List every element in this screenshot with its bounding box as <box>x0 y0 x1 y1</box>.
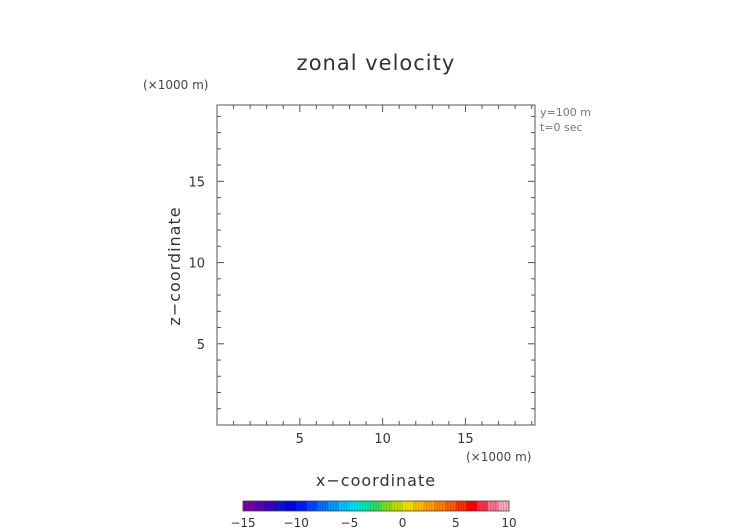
x-tick-label: 5 <box>296 432 304 447</box>
colorbar-tick-label: −10 <box>284 516 309 530</box>
colorbar-frame <box>242 500 510 512</box>
colorbar-swatch <box>381 501 393 511</box>
colorbar-swatch <box>370 501 382 511</box>
colorbar-tick-label: 10 <box>501 516 516 530</box>
colorbar-tick-label: 0 <box>399 516 407 530</box>
colorbar-swatch <box>391 501 403 511</box>
colorbar-swatch <box>296 501 308 511</box>
y-tick-label: 5 <box>197 338 205 353</box>
annotation-y-level: y=100 m <box>540 106 591 119</box>
x-tick-label: 15 <box>457 432 474 447</box>
colorbar-swatch <box>498 501 510 511</box>
colorbar-swatch <box>328 501 340 511</box>
plot-area <box>216 104 536 426</box>
colorbar-swatch <box>349 501 361 511</box>
colorbar-swatch <box>413 501 425 511</box>
colorbar-swatch <box>477 501 489 511</box>
y-axis-unit: (×1000 m) <box>143 78 208 92</box>
y-axis-label: z−coordinate <box>165 206 184 325</box>
colorbar-swatch <box>306 501 318 511</box>
colorbar-swatch <box>423 501 435 511</box>
x-tick-label: 10 <box>374 432 391 447</box>
colorbar-swatch <box>253 501 265 511</box>
colorbar-swatch <box>274 501 286 511</box>
colorbar-swatch <box>338 501 350 511</box>
colorbar-swatch <box>487 501 499 511</box>
annotation-time: t=0 sec <box>540 121 583 134</box>
y-tick-label: 15 <box>188 175 205 190</box>
colorbar-swatch <box>264 501 276 511</box>
x-axis-label: x−coordinate <box>316 471 436 490</box>
colorbar-swatch <box>402 501 414 511</box>
colorbar-swatch <box>455 501 467 511</box>
colorbar-swatch <box>434 501 446 511</box>
colorbar-tick-label: −5 <box>341 516 359 530</box>
colorbar <box>242 500 510 512</box>
x-tick-labels: 5 10 15 <box>296 432 474 447</box>
x-axis-unit: (×1000 m) <box>466 450 531 464</box>
colorbar-swatch <box>466 501 478 511</box>
tick-marks <box>217 105 535 425</box>
colorbar-swatch <box>360 501 372 511</box>
y-tick-labels: 5 10 15 <box>188 175 205 352</box>
chart-title: zonal velocity <box>297 51 456 75</box>
y-tick-label: 10 <box>188 257 205 272</box>
colorbar-tick-label: 5 <box>452 516 460 530</box>
colorbar-tick-label: −15 <box>230 516 255 530</box>
colorbar-tick-labels: −15 −10 −5 0 5 10 <box>230 516 516 530</box>
colorbar-swatch <box>285 501 297 511</box>
colorbar-swatch <box>317 501 329 511</box>
colorbar-swatch <box>445 501 457 511</box>
colorbar-swatch <box>243 501 255 511</box>
